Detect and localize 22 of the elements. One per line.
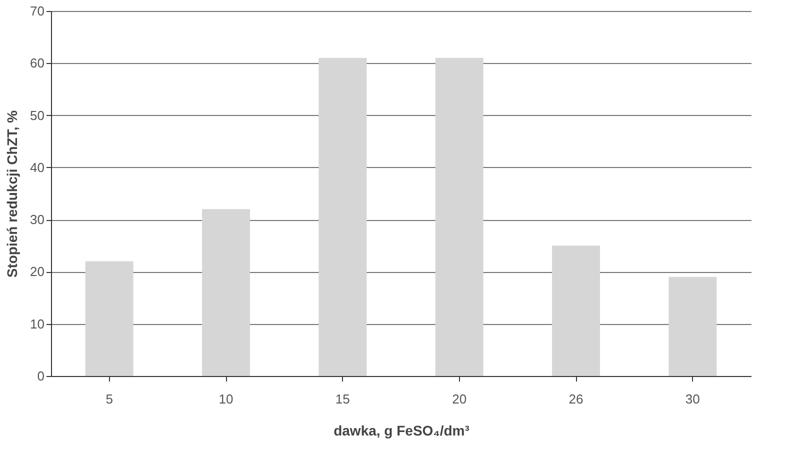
bar bbox=[202, 209, 250, 376]
x-tick-label: 10 bbox=[218, 392, 234, 406]
y-axis-title: Stopień redukcji ChZT, % bbox=[4, 110, 20, 278]
y-tick-label: 30 bbox=[30, 212, 44, 228]
bar bbox=[552, 246, 600, 376]
x-axis-title: dawka, g FeSO₄/dm³ bbox=[334, 422, 470, 438]
x-tick-label: 26 bbox=[568, 392, 584, 406]
x-tick-label: 15 bbox=[335, 392, 350, 406]
x-tick-label: 30 bbox=[685, 392, 700, 406]
bar bbox=[668, 276, 717, 376]
y-tick-label: 20 bbox=[30, 264, 44, 280]
y-tick-label: 0 bbox=[37, 368, 44, 384]
y-tick-label: 70 bbox=[30, 4, 44, 18]
x-tick-label: 5 bbox=[106, 392, 113, 406]
y-tick-label: 60 bbox=[30, 56, 44, 71]
x-tick-label: 20 bbox=[452, 392, 467, 406]
y-tick-label: 10 bbox=[30, 316, 44, 332]
y-tick-label: 50 bbox=[30, 108, 44, 123]
bar bbox=[318, 58, 367, 376]
bar bbox=[435, 58, 484, 376]
bar bbox=[85, 261, 134, 376]
y-tick-label: 40 bbox=[30, 160, 44, 175]
